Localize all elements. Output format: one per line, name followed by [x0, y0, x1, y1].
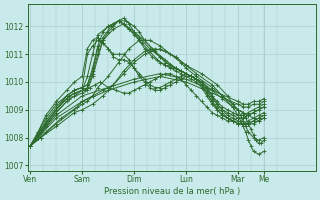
X-axis label: Pression niveau de la mer( hPa ): Pression niveau de la mer( hPa ) — [104, 187, 240, 196]
